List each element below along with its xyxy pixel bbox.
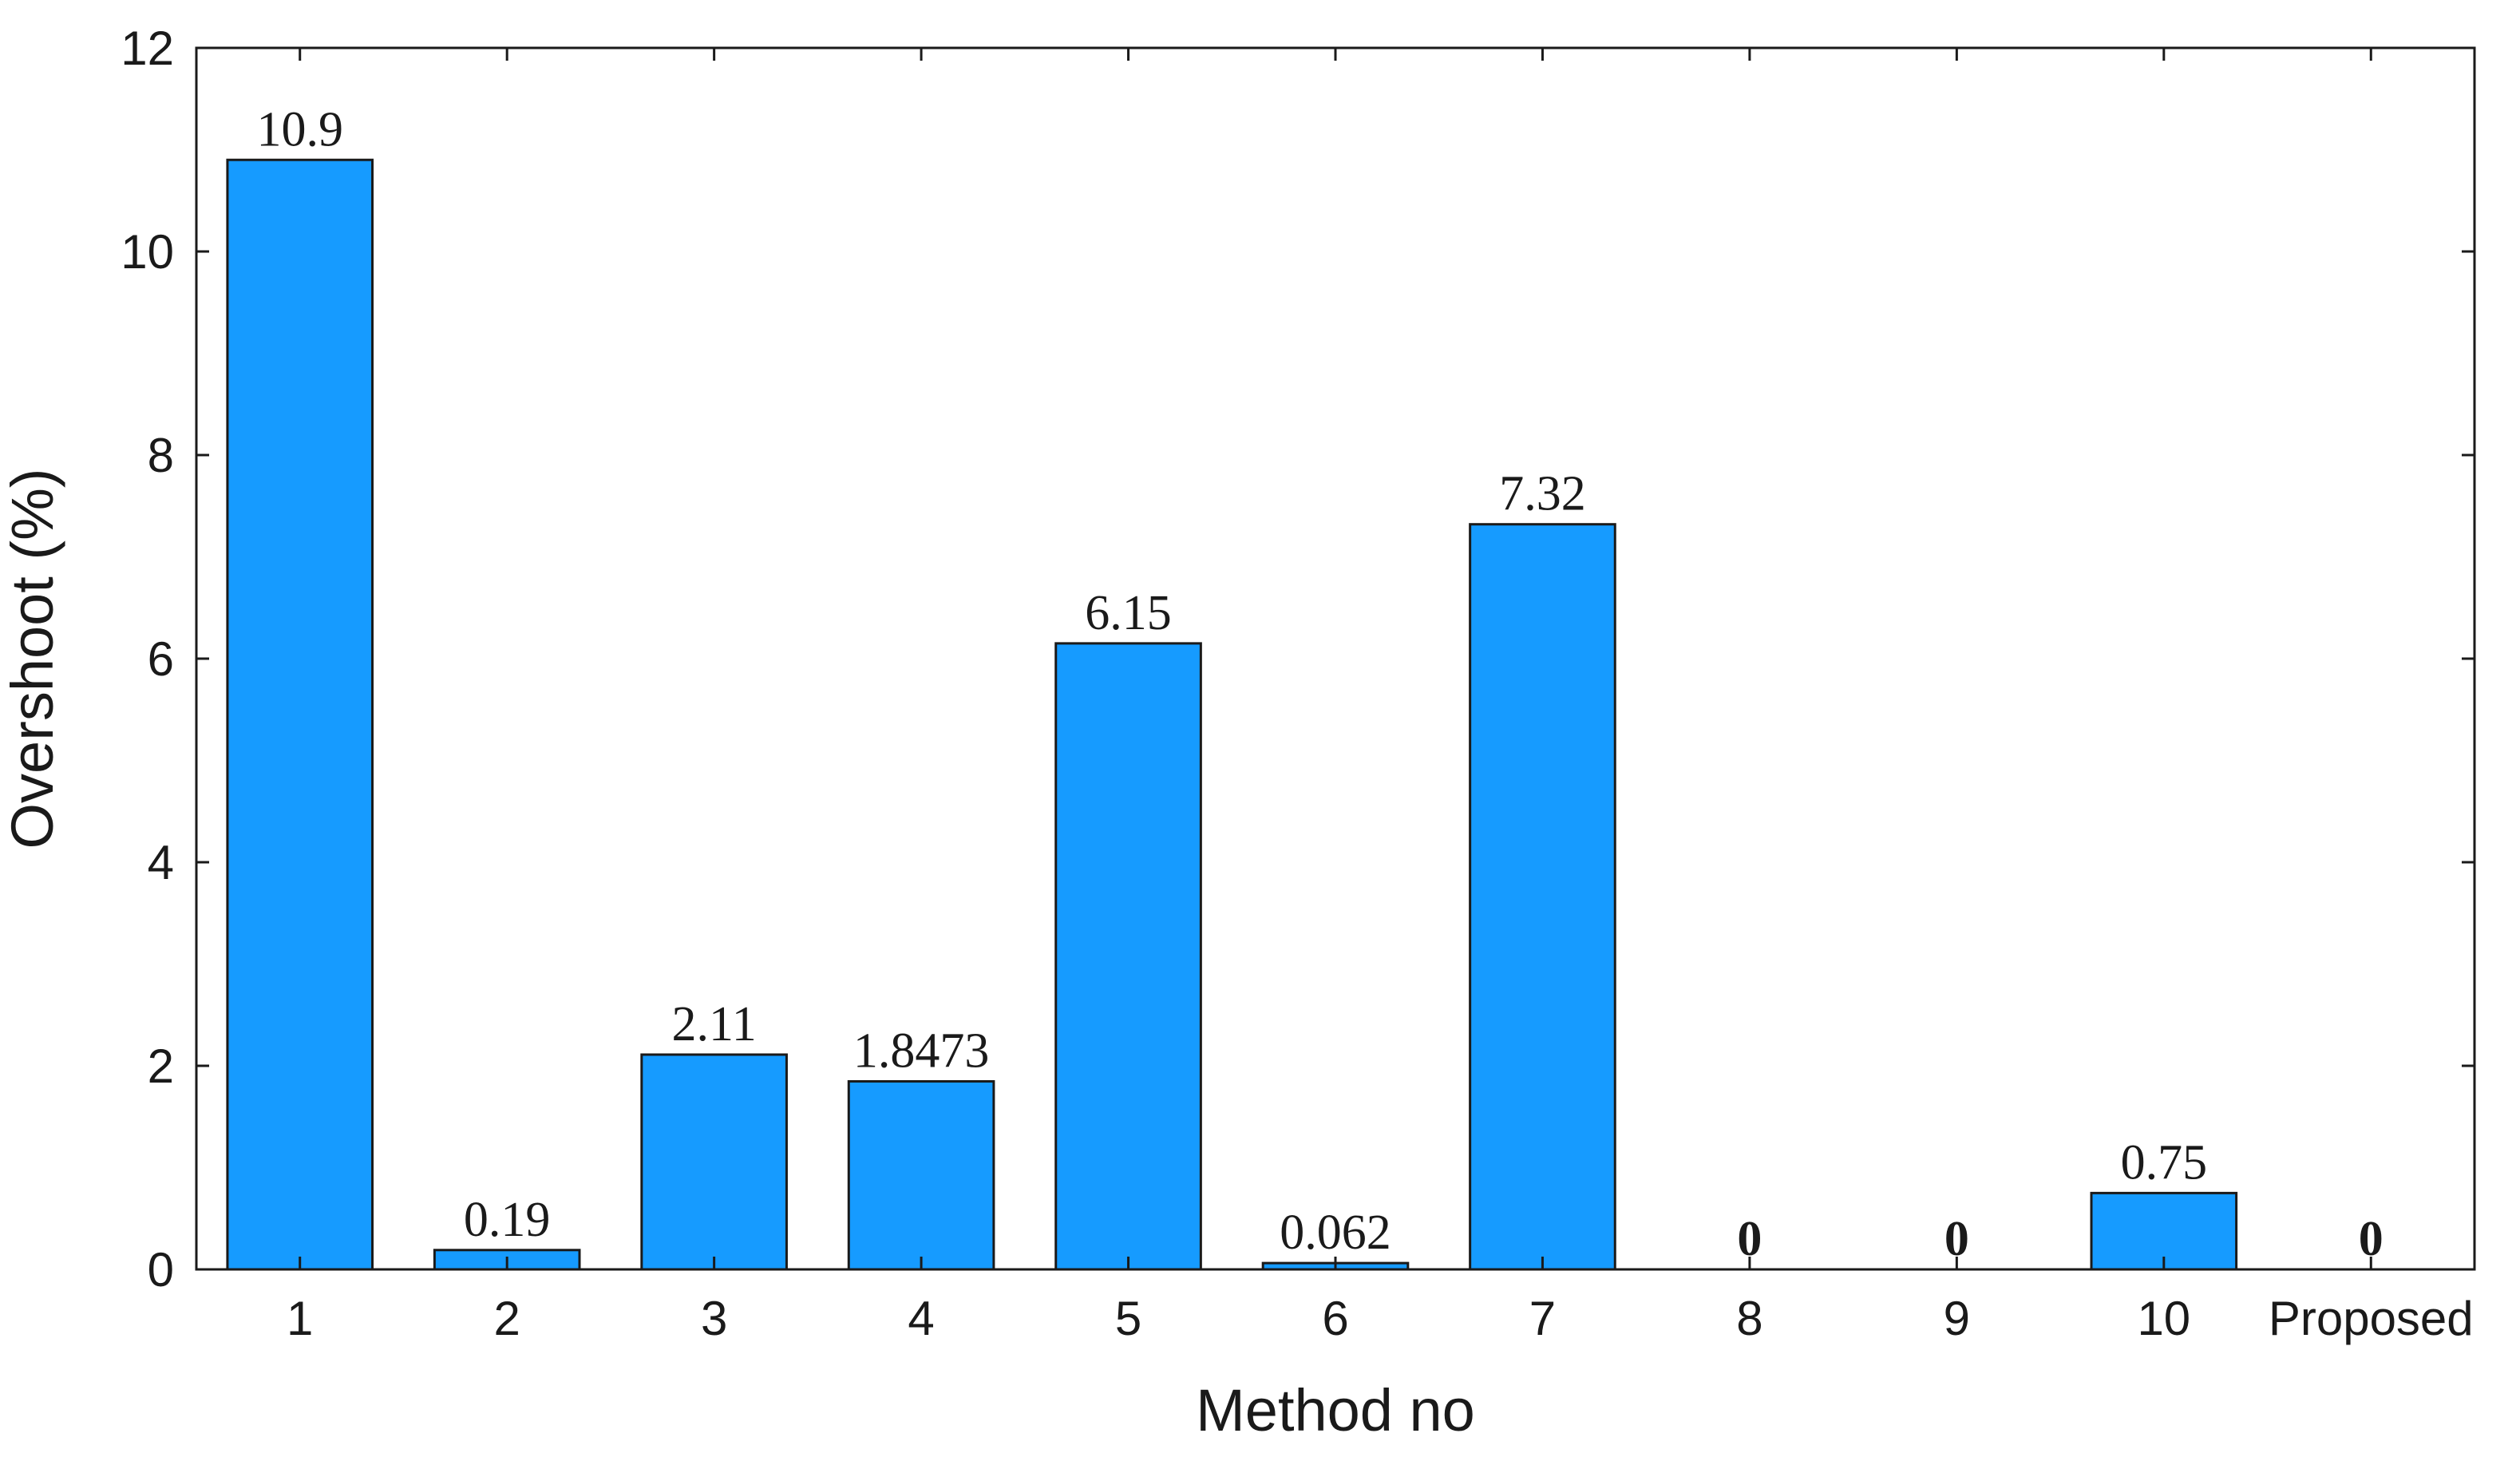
data-label-6: 0.062 <box>1280 1206 1391 1260</box>
x-tick-label-1: 1 <box>287 1292 313 1345</box>
x-tick-label-3: 3 <box>701 1292 727 1345</box>
y-tick-label-8: 8 <box>148 429 174 482</box>
data-label-8: 0 <box>1737 1212 1762 1266</box>
x-tick-label-6: 6 <box>1322 1292 1348 1345</box>
x-tick-label-4: 4 <box>908 1292 934 1345</box>
bar-1 <box>226 158 374 1271</box>
x-tick-label-9: 9 <box>1944 1292 1970 1345</box>
labels-layer: 10.9 1 0.19 2 2.11 3 1.8473 4 6.15 5 0.062 6 7.32 7 0 8… <box>121 22 2473 1345</box>
data-label-10: 0.75 <box>2121 1135 2208 1190</box>
y-tick-label-4: 4 <box>148 836 174 889</box>
y-tick-label-2: 2 <box>148 1039 174 1093</box>
data-label-Proposed: 0 <box>2359 1212 2384 1266</box>
data-label-7: 7.32 <box>1499 467 1586 521</box>
data-label-3: 2.11 <box>672 997 757 1051</box>
x-tick-label-5: 5 <box>1115 1292 1141 1345</box>
bar-4 <box>847 1079 995 1271</box>
x-tick-label-10: 10 <box>2137 1292 2190 1345</box>
bar-5 <box>1054 642 1202 1271</box>
data-label-5: 6.15 <box>1085 586 1172 640</box>
x-tick-label-Proposed: Proposed <box>2269 1292 2474 1345</box>
data-label-9: 0 <box>1944 1212 1969 1266</box>
data-label-1: 10.9 <box>256 102 343 156</box>
data-label-4: 1.8473 <box>853 1023 990 1078</box>
bars-layer <box>226 158 2238 1271</box>
y-tick-label-12: 12 <box>121 22 174 75</box>
bar-3 <box>640 1053 788 1271</box>
x-axis-title: Method no <box>1196 1377 1475 1443</box>
x-tick-label-2: 2 <box>493 1292 520 1345</box>
y-tick-label-0: 0 <box>148 1243 174 1297</box>
x-tick-label-8: 8 <box>1736 1292 1762 1345</box>
data-label-2: 0.19 <box>464 1193 551 1247</box>
bar-7 <box>1469 523 1616 1271</box>
x-tick-label-7: 7 <box>1529 1292 1556 1345</box>
y-axis-title: Overshoot (%) <box>0 468 65 849</box>
ticks-layer <box>196 46 2475 1271</box>
plot-frame <box>195 46 2476 1271</box>
y-tick-label-6: 6 <box>148 632 174 686</box>
y-tick-label-10: 10 <box>121 225 174 279</box>
